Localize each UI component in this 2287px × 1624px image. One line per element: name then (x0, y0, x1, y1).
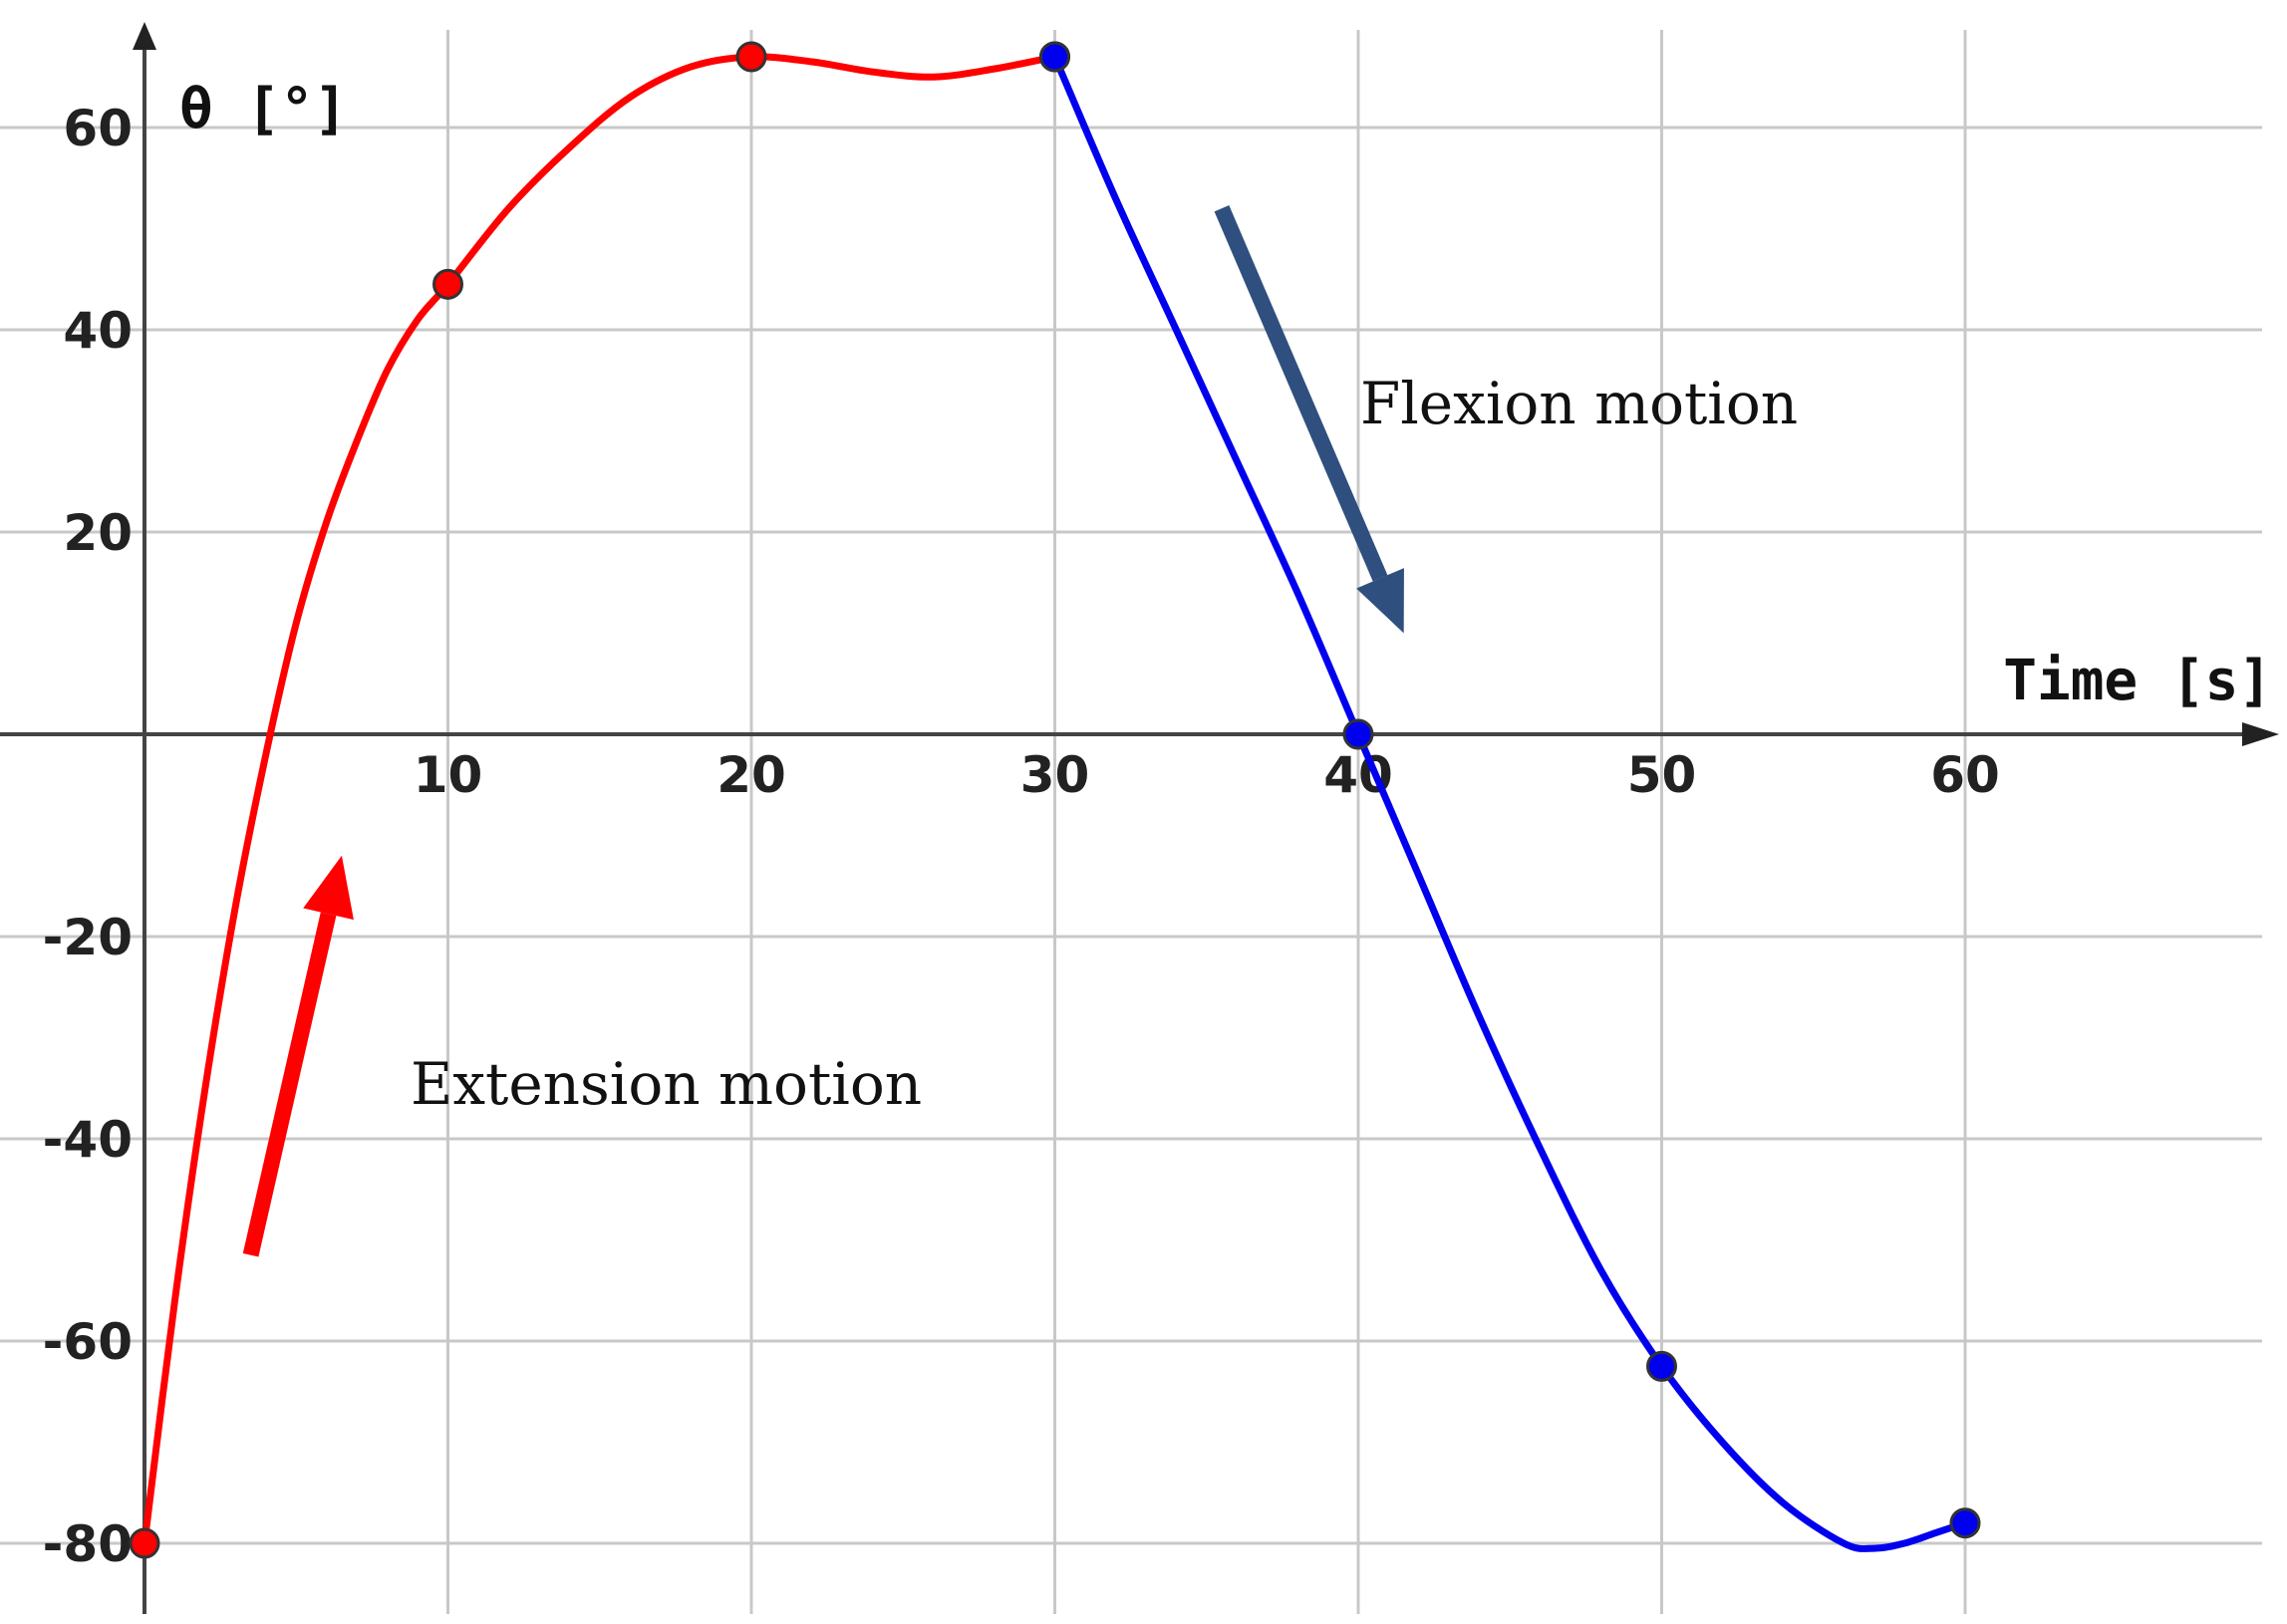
data-point (1342, 718, 1374, 750)
data-point (1949, 1507, 1981, 1539)
y-axis-arrowhead (133, 22, 156, 50)
x-tick-label: 10 (414, 746, 483, 804)
x-tick-label: 20 (716, 746, 786, 804)
y-tick-label: -60 (43, 1313, 133, 1371)
arrow-head (303, 855, 354, 921)
x-tick-label: 50 (1627, 746, 1697, 804)
series-line (141, 53, 1058, 1547)
x-tick-label: 60 (1930, 746, 2000, 804)
series-line (1051, 53, 1969, 1552)
y-tick-label: 40 (63, 302, 133, 360)
grid (0, 30, 2262, 1614)
y-axis-label: θ [°] (179, 77, 348, 141)
arrow-shaft (242, 912, 337, 1257)
x-tick-label: 30 (1020, 746, 1090, 804)
axes (0, 22, 2279, 1614)
data-point (129, 1527, 160, 1559)
flexion-motion-label: Flexion motion (1360, 370, 1798, 437)
flexion-arrow (1214, 205, 1404, 634)
y-tick-label: -80 (43, 1515, 133, 1573)
arrow-head (1356, 568, 1404, 634)
data-point (735, 41, 767, 73)
y-tick-label: 20 (63, 504, 133, 562)
x-axis-arrowhead (2242, 722, 2279, 746)
series-0 (129, 41, 1070, 1559)
y-tick-label: -20 (43, 909, 133, 966)
extension-motion-label: Extension motion (411, 1050, 922, 1118)
y-tick-label: 60 (63, 100, 133, 157)
extension-arrow (242, 855, 354, 1257)
data-point (1039, 41, 1070, 73)
x-axis-label: Time [s] (2003, 649, 2272, 713)
series-1 (1039, 41, 1981, 1552)
data-point (1646, 1350, 1677, 1382)
series-layer (129, 41, 1981, 1559)
arrow-shaft (1214, 205, 1388, 582)
annotations-layer (242, 205, 1404, 1257)
y-tick-label: -40 (43, 1111, 133, 1169)
data-point (432, 268, 463, 300)
